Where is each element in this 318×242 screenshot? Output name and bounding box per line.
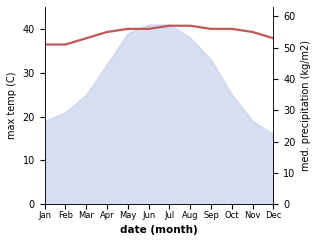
Y-axis label: max temp (C): max temp (C)	[7, 72, 17, 139]
Y-axis label: med. precipitation (kg/m2): med. precipitation (kg/m2)	[301, 40, 311, 171]
X-axis label: date (month): date (month)	[120, 225, 198, 235]
